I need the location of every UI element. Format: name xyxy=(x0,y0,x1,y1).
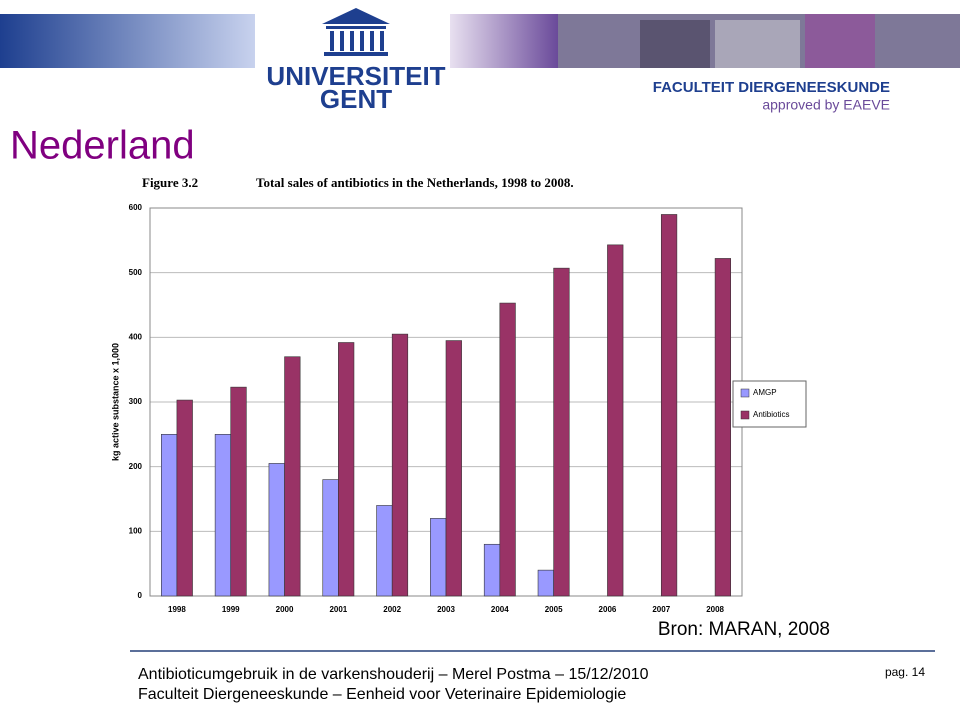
bar xyxy=(660,214,678,597)
bar xyxy=(445,340,462,597)
x-tick-label: 2008 xyxy=(706,605,724,614)
faculty: FACULTEIT DIERGENEESKUNDE xyxy=(653,79,890,96)
bar xyxy=(322,479,339,597)
bar xyxy=(499,302,516,597)
university-city: GENT xyxy=(320,84,392,114)
footer-line1: Antibioticumgebruik in de varkenshouderi… xyxy=(138,666,649,683)
bar xyxy=(391,333,409,597)
bar xyxy=(268,463,285,597)
x-tick-label: 2006 xyxy=(599,605,617,614)
y-tick-label: 100 xyxy=(129,526,143,535)
photo xyxy=(640,20,710,68)
x-tick-label: 2003 xyxy=(437,605,455,614)
bar xyxy=(607,244,624,597)
bar xyxy=(176,399,193,597)
bar xyxy=(483,543,501,597)
legend-swatch xyxy=(740,388,750,398)
university-name: UNIVERSITEIT xyxy=(266,61,445,91)
approval: approved by EAEVE xyxy=(762,97,890,113)
slide-title: Nederland xyxy=(10,124,195,168)
x-tick-label: 2000 xyxy=(276,605,294,614)
logo xyxy=(322,8,390,56)
y-tick-label: 0 xyxy=(138,591,143,600)
x-tick-label: 2007 xyxy=(652,605,670,614)
y-tick-label: 500 xyxy=(129,268,143,277)
bar xyxy=(553,267,570,597)
photo xyxy=(715,20,800,68)
bar xyxy=(714,258,731,597)
bar xyxy=(430,518,447,597)
x-tick-label: 2005 xyxy=(545,605,563,614)
x-tick-label: 2002 xyxy=(383,605,401,614)
bar xyxy=(230,386,247,597)
y-axis-label: kg active substance x 1,000 xyxy=(110,343,120,461)
y-tick-label: 600 xyxy=(129,203,143,212)
bar xyxy=(284,356,301,597)
x-tick-label: 2001 xyxy=(329,605,347,614)
y-tick-label: 200 xyxy=(129,462,143,471)
x-tick-label: 1998 xyxy=(168,605,186,614)
page-number: pag. 14 xyxy=(885,665,925,679)
source: Bron: MARAN, 2008 xyxy=(658,619,830,640)
y-tick-label: 400 xyxy=(129,332,143,341)
photo xyxy=(805,14,875,68)
bar xyxy=(161,434,178,597)
banner-left xyxy=(0,14,255,68)
figure-label: Figure 3.2 xyxy=(142,175,198,190)
bar xyxy=(537,569,554,597)
banner-mid xyxy=(450,14,558,68)
legend-label: AMGP xyxy=(753,388,777,397)
legend-swatch xyxy=(740,410,750,420)
bar xyxy=(214,434,232,597)
chart-title: Total sales of antibiotics in the Nether… xyxy=(256,175,574,190)
bar xyxy=(376,505,393,597)
x-tick-label: 2004 xyxy=(491,605,509,614)
legend-label: Antibiotics xyxy=(753,410,789,419)
bar xyxy=(338,342,355,597)
x-tick-label: 1999 xyxy=(222,605,240,614)
legend-box xyxy=(732,380,807,428)
y-tick-label: 300 xyxy=(129,397,143,406)
footer-line2: Faculteit Diergeneeskunde – Eenheid voor… xyxy=(138,686,626,703)
